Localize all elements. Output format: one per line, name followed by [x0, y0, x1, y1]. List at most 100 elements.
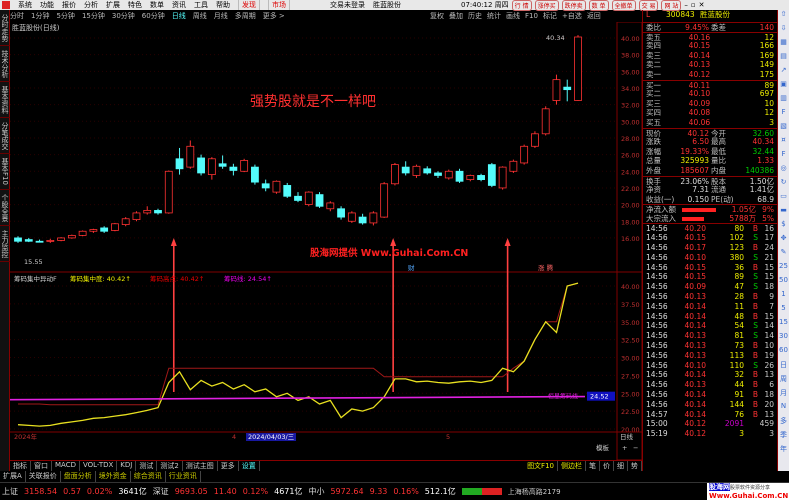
view-tab[interactable]: 图文F10	[524, 461, 558, 471]
indicator-tab[interactable]: 窗口	[31, 461, 52, 471]
chart-tool-button[interactable]: 画线	[506, 12, 520, 20]
side-tool-icon[interactable]: ▭	[780, 192, 787, 200]
chart-tool-button[interactable]: 历史	[468, 12, 482, 20]
menu-item[interactable]: 市场	[268, 0, 290, 10]
side-tool-icon[interactable]: 月	[780, 389, 787, 397]
menu-item[interactable]: 系统	[18, 1, 32, 9]
menu-item[interactable]: 报价	[62, 1, 76, 9]
period-tab[interactable]: 周线	[192, 12, 207, 20]
sidebar-tab[interactable]: 分时走势	[0, 10, 10, 46]
side-tool-icon[interactable]: F	[781, 150, 786, 158]
indicator-tab[interactable]: VOL-TDX	[80, 461, 118, 471]
period-tab[interactable]: 1分钟	[31, 12, 50, 20]
side-tool-icon[interactable]: 30	[779, 332, 788, 340]
indicator-tab[interactable]: KDJ	[117, 461, 137, 471]
side-tool-icon[interactable]: 25	[779, 262, 788, 270]
chart-tool-button[interactable]: 叠加	[449, 12, 463, 20]
side-tool-icon[interactable]: ▣	[780, 80, 787, 88]
period-tab[interactable]: 15分钟	[81, 12, 105, 20]
side-tool-icon[interactable]: ▬	[780, 206, 787, 214]
zoom-in-button[interactable]: +	[622, 444, 627, 452]
period-tab[interactable]: 30分钟	[111, 12, 135, 20]
period-tab[interactable]: 日线	[171, 12, 186, 20]
tool-tab[interactable]: 关联报价	[26, 471, 61, 482]
template-button[interactable]: 模板	[596, 443, 610, 452]
side-tool-icon[interactable]: ▤	[780, 52, 787, 60]
sidebar-tab[interactable]: 基本F10	[0, 154, 10, 190]
chart-tool-button[interactable]: 返回	[586, 12, 601, 20]
view-tab[interactable]: 势	[628, 461, 642, 471]
side-tool-icon[interactable]: ↻	[780, 178, 787, 186]
side-tool-icon[interactable]: ◎	[780, 164, 787, 172]
side-tool-icon[interactable]: 1	[781, 290, 786, 298]
sidebar-tab[interactable]: 分笔成交	[0, 118, 10, 154]
menu-item[interactable]: 扩展	[106, 1, 120, 9]
zoom-out-button[interactable]: −	[633, 444, 638, 452]
tool-tab[interactable]: 综合资讯	[131, 471, 166, 482]
menu-item[interactable]: 数单	[150, 1, 164, 9]
side-tool-icon[interactable]: ¤	[781, 136, 786, 144]
side-tool-icon[interactable]: ▧	[780, 122, 787, 130]
side-tool-icon[interactable]: ▥	[780, 94, 787, 102]
indicator-tab[interactable]: 更多	[218, 461, 239, 471]
trade-button[interactable]: 网 站	[661, 0, 682, 11]
side-tool-icon[interactable]: $	[781, 220, 786, 228]
tool-tab[interactable]: 扩展A	[0, 471, 26, 482]
indicator-tab[interactable]: 测试	[136, 461, 158, 471]
side-tool-icon[interactable]: 50	[779, 276, 788, 284]
indicator-tab[interactable]: MACD	[52, 461, 80, 471]
trade-button[interactable]: 涨停买	[534, 0, 559, 11]
menu-item[interactable]: 功能	[40, 1, 54, 9]
side-tool-icon[interactable]: ⇧	[780, 10, 787, 18]
chart-tool-button[interactable]: 标记	[542, 12, 557, 20]
kline-chart[interactable]: 40.00 38.00 36.00 34.00 32.00 30.00 28.00 26.00…	[10, 22, 642, 460]
tool-tab[interactable]: 境外资金	[96, 471, 131, 482]
side-tool-icon[interactable]: N	[780, 402, 787, 410]
side-tool-icon[interactable]: 多	[780, 417, 787, 425]
period-tab[interactable]: 月线	[213, 12, 228, 20]
side-tool-icon[interactable]: 年	[780, 445, 787, 453]
side-tool-icon[interactable]: 15	[779, 318, 788, 326]
trade-button[interactable]: 数 单	[588, 0, 609, 11]
sidebar-tab[interactable]: 技术分析	[0, 46, 10, 82]
sidebar-tab[interactable]: 主力监控	[0, 226, 10, 262]
side-tool-icon[interactable]: 日	[780, 361, 787, 369]
menu-item[interactable]: 资讯	[172, 1, 186, 9]
restore-icon[interactable]: ▫	[690, 1, 696, 9]
side-tool-icon[interactable]: ▦	[780, 38, 787, 46]
trade-button[interactable]: 行 情	[511, 0, 532, 11]
side-tool-icon[interactable]: 季	[780, 431, 787, 439]
trade-button[interactable]: 全撤单	[611, 0, 636, 11]
period-tab[interactable]: 多周期	[234, 12, 256, 20]
period-tab[interactable]: 60分钟	[141, 12, 165, 20]
period-tab[interactable]: 5分钟	[56, 12, 75, 20]
side-tool-icon[interactable]: 周	[780, 375, 787, 383]
chart-tool-button[interactable]: +自选	[561, 12, 582, 20]
indicator-tab[interactable]: 测试主图	[183, 461, 218, 471]
minimize-icon[interactable]: –	[684, 1, 688, 9]
side-tool-icon[interactable]: ↗	[780, 66, 787, 74]
side-tool-icon[interactable]: ✥	[780, 234, 787, 242]
chart-tool-button[interactable]: 复权	[430, 12, 444, 20]
menu-item[interactable]: 工具	[194, 1, 208, 9]
chart-tool-button[interactable]: F10	[525, 12, 538, 20]
side-tool-icon[interactable]: ✎	[780, 248, 787, 256]
menu-item[interactable]: 帮助	[216, 1, 230, 9]
menu-item[interactable]: 发现	[238, 0, 260, 10]
period-tab[interactable]: 分时	[10, 12, 24, 20]
period-tab[interactable]: 更多 >	[262, 12, 285, 20]
tool-tab[interactable]: 盘面分析	[61, 471, 96, 482]
side-tool-icon[interactable]: 60	[779, 346, 788, 354]
chart-tool-button[interactable]: 统计	[487, 12, 501, 20]
sidebar-tab[interactable]: 个股全景	[0, 190, 10, 226]
view-tab[interactable]: 笔	[586, 461, 600, 471]
view-tab[interactable]: 细	[614, 461, 628, 471]
trade-button[interactable]: 跌停卖	[561, 0, 586, 11]
tool-tab[interactable]: 行业资讯	[166, 471, 201, 482]
indicator-tab[interactable]: 指标	[10, 461, 31, 471]
view-tab[interactable]: 侧边栏	[558, 461, 586, 471]
side-tool-icon[interactable]: F	[781, 108, 786, 116]
menu-item[interactable]: 分析	[84, 1, 98, 9]
side-tool-icon[interactable]: ⇩	[780, 24, 787, 32]
indicator-tab[interactable]: 测试2	[157, 461, 183, 471]
